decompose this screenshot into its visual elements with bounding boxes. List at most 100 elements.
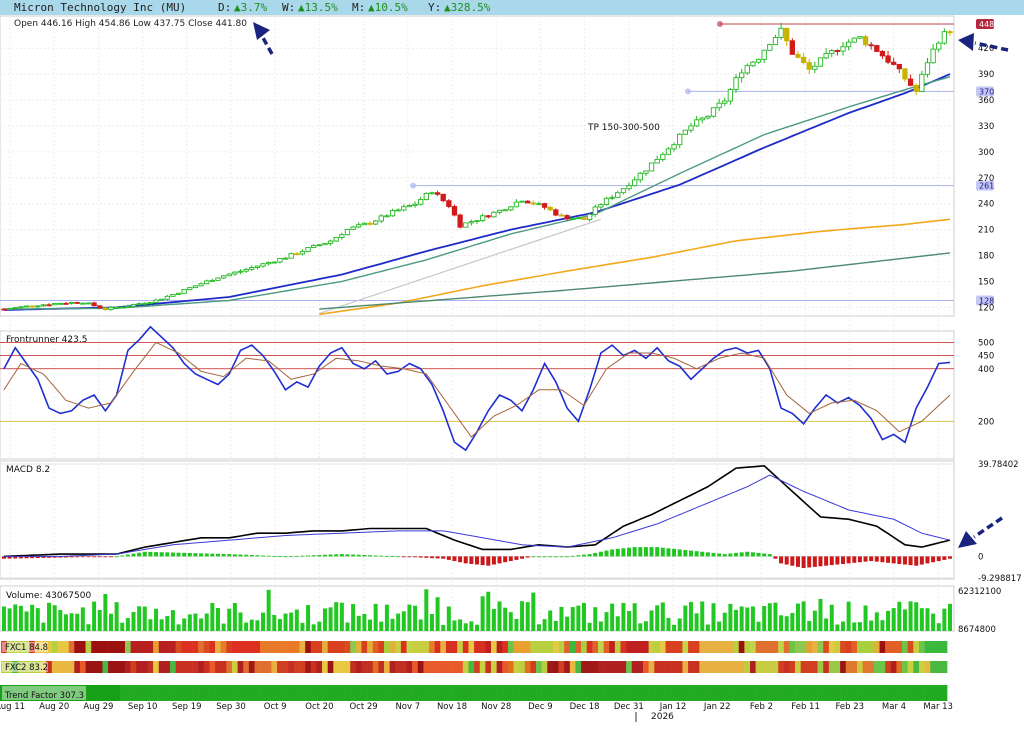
heatmap-cell	[828, 641, 835, 653]
heatmap-cell	[502, 685, 509, 701]
volume-bar	[818, 598, 823, 631]
candle-body	[936, 42, 942, 50]
volume-bar	[345, 622, 350, 631]
candle-body	[260, 263, 266, 267]
heatmap-cell	[288, 661, 295, 673]
volume-bar	[790, 612, 795, 631]
heatmap-cell	[479, 661, 486, 673]
heatmap-cell	[502, 641, 509, 653]
heatmap-cell	[558, 641, 565, 653]
candle-body	[688, 125, 694, 131]
heatmap-cell	[299, 641, 306, 653]
candle-body	[637, 172, 643, 181]
x-tick-label: Dec 18	[570, 702, 600, 712]
heatmap-cell	[34, 661, 41, 673]
heatmap-cell	[1, 661, 8, 673]
volume-bar	[322, 608, 327, 631]
heatmap-cell	[654, 661, 661, 673]
heatmap-cell	[316, 661, 323, 673]
volume-bar	[902, 609, 907, 631]
heatmap-cell	[451, 661, 458, 673]
heatmap-cell	[46, 641, 53, 653]
heatmap-cell	[395, 685, 402, 701]
heatmap-cell	[333, 685, 340, 701]
volume-bar	[722, 612, 727, 631]
heatmap-cell	[716, 641, 723, 653]
heatmap-cell	[930, 661, 937, 673]
heatmap-cell	[423, 641, 430, 653]
heatmap-cell	[496, 661, 503, 673]
volume-bar	[351, 604, 356, 631]
heatmap-cell	[845, 661, 852, 673]
macd-histogram-bar	[497, 556, 502, 564]
volume-bar	[581, 602, 586, 631]
macd-histogram-bar	[182, 552, 187, 557]
x-tick-label: Aug 29	[83, 702, 113, 712]
heatmap-cell	[119, 661, 126, 673]
macd-histogram-bar	[919, 556, 924, 565]
heatmap-cell	[552, 641, 559, 653]
heatmap-cell	[935, 661, 942, 673]
candle-body	[243, 268, 249, 272]
heatmap-cell	[541, 685, 548, 701]
price-tick-label: 150	[978, 277, 994, 287]
heatmap-cell	[136, 641, 143, 653]
macd-histogram-bar	[531, 556, 536, 558]
stock-chart: 448 370 261 128 FXC1 84.8 FXC2 83.2 Trend Fac…	[0, 15, 1022, 722]
volume-bar	[339, 602, 344, 631]
heatmap-cell	[902, 685, 908, 701]
volume-panel	[0, 585, 955, 632]
candle-body	[40, 304, 47, 307]
heatmap-cell	[141, 641, 148, 653]
candle-body	[699, 117, 705, 121]
candle-body	[677, 133, 683, 146]
candle-body	[654, 158, 660, 164]
heatmap-cell	[113, 641, 120, 653]
candle-body	[187, 287, 193, 290]
heatmap-cell	[468, 641, 475, 653]
macd-histogram-bar	[508, 556, 513, 562]
heatmap-cell	[384, 641, 390, 653]
heatmap-cell	[243, 685, 250, 701]
heatmap-cell	[913, 661, 920, 673]
heatmap-cell	[795, 685, 801, 701]
volume-bar	[13, 604, 18, 631]
heatmap-cell	[851, 685, 858, 701]
heatmap-cell	[496, 685, 503, 701]
volume-bar	[210, 603, 215, 631]
oscillator-panel	[0, 330, 955, 460]
macd-histogram-bar	[199, 553, 204, 557]
macd-histogram-bar	[458, 556, 463, 563]
volume-bar	[705, 624, 710, 631]
candle-body	[423, 192, 429, 201]
heatmap-cell	[338, 661, 345, 673]
candle-body	[63, 302, 69, 305]
heatmap-cell	[209, 641, 216, 653]
candle-body	[204, 280, 210, 285]
volume-bar	[18, 605, 23, 631]
macd-histogram-bar	[407, 556, 412, 558]
heatmap-cell	[862, 661, 869, 673]
macd-histogram-bar	[931, 556, 936, 563]
macd-histogram-bar	[773, 556, 778, 559]
volume-bar	[824, 618, 829, 631]
candle-body	[592, 206, 598, 215]
volume-bar	[880, 620, 885, 631]
heatmap-cell	[823, 685, 830, 701]
candle-body	[834, 50, 841, 52]
heatmap-cell	[609, 661, 616, 673]
volume-bar	[914, 602, 919, 631]
macd-histogram-bar	[283, 556, 288, 558]
moving-average-line	[3, 73, 951, 311]
arrow-right-icon	[974, 41, 1009, 52]
heatmap-cell	[800, 685, 807, 701]
price-marker-box	[976, 19, 994, 30]
heatmap-cell	[530, 661, 537, 673]
candle-body	[102, 307, 109, 311]
volume-bar	[807, 620, 812, 631]
candle-body	[879, 51, 886, 57]
heatmap-cell	[192, 685, 199, 701]
heatmap-cell	[564, 685, 571, 701]
macd-histogram-bar	[807, 556, 812, 568]
heatmap-cell	[941, 641, 948, 653]
